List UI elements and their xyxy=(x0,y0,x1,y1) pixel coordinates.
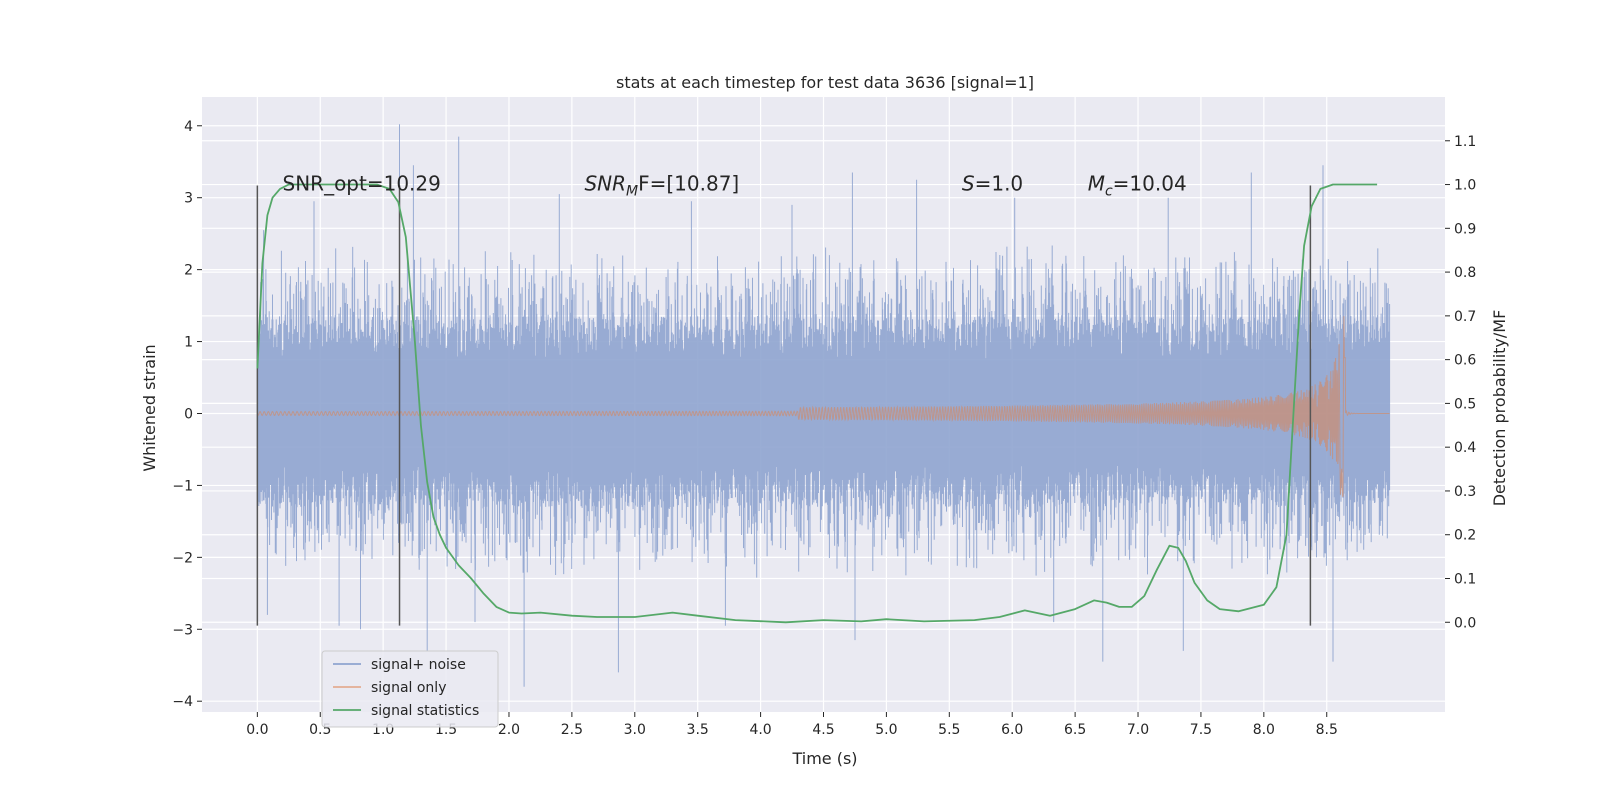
vertical-markers xyxy=(256,185,1312,626)
x-tick-label: 2.5 xyxy=(561,722,583,738)
x-tick-label: 3.0 xyxy=(624,722,646,738)
y-axis-right-label: Detection probability/MF xyxy=(1490,310,1509,507)
y-right-tick-label: 0.2 xyxy=(1454,528,1476,544)
annotation-text: S=1.0 xyxy=(962,171,1023,195)
y-right-tick-label: 1.0 xyxy=(1454,178,1476,194)
signal-only-series xyxy=(256,316,1390,497)
signal-statistics-series xyxy=(256,183,1378,624)
y-right-tick-label: 0.6 xyxy=(1454,353,1476,369)
y-tick-label: 2 xyxy=(184,263,193,279)
x-tick-label: 5.0 xyxy=(875,722,897,738)
legend-box xyxy=(321,650,499,728)
legend: signal+ noise signal only signal statist… xyxy=(321,650,499,728)
x-tick-label: 7.0 xyxy=(1127,722,1149,738)
y-right-tick-label: 0.5 xyxy=(1454,396,1476,412)
y-tick-label: 0 xyxy=(184,406,193,422)
y-right-tick-label: 0.4 xyxy=(1454,440,1476,456)
y-tick-label: −2 xyxy=(172,550,193,566)
x-tick-label: 6.5 xyxy=(1064,722,1086,738)
y-tick-label: −4 xyxy=(172,694,193,710)
annotation-text: Mc=10.04 xyxy=(1088,171,1187,199)
x-axis-label: Time (s) xyxy=(791,749,857,768)
x-tick-label: 7.5 xyxy=(1190,722,1212,738)
y-right-tick-label: 0.8 xyxy=(1454,265,1476,281)
y-tick-label: 1 xyxy=(184,335,193,351)
y-right-tick-label: 0.0 xyxy=(1454,615,1476,631)
x-tick-label: 4.5 xyxy=(812,722,834,738)
y-right-tick-label: 0.7 xyxy=(1454,309,1476,325)
x-tick-label: 0.0 xyxy=(246,722,268,738)
statistics-trace xyxy=(256,183,1378,624)
y-tick-label: −1 xyxy=(172,478,193,494)
legend-label-statistics: signal statistics xyxy=(371,703,479,719)
x-tick-label: 5.5 xyxy=(938,722,960,738)
x-tick-label: 8.0 xyxy=(1253,722,1275,738)
signal-trace xyxy=(256,316,1390,497)
legend-label-signal: signal only xyxy=(371,680,446,696)
y-tick-label: 3 xyxy=(184,191,193,207)
y-right-tick-label: 0.3 xyxy=(1454,484,1476,500)
y-right-tick-label: 0.1 xyxy=(1454,571,1476,587)
y-tick-label: 4 xyxy=(184,119,193,135)
x-tick-label: 4.0 xyxy=(749,722,771,738)
x-tick-label: 3.5 xyxy=(687,722,709,738)
x-tick-label: 8.5 xyxy=(1316,722,1338,738)
annotations: SNR_opt=10.29 SNRMF=[10.87] S=1.0 Mc=10.04 xyxy=(283,171,1187,199)
x-tick-label: 6.0 xyxy=(1001,722,1023,738)
y-right-tick-label: 1.1 xyxy=(1454,134,1476,150)
chart-title: stats at each timestep for test data 363… xyxy=(616,73,1034,92)
y-tick-label: −3 xyxy=(172,622,193,638)
x-tick-label: 2.0 xyxy=(498,722,520,738)
annotation-text: SNR_opt=10.29 xyxy=(283,171,441,195)
legend-label-noise: signal+ noise xyxy=(371,657,466,673)
y-axis-label: Whitened strain xyxy=(140,344,159,471)
y-right-tick-label: 0.9 xyxy=(1454,221,1476,237)
annotation-text: SNRMF=[10.87] xyxy=(584,171,739,199)
axis-ticks: 0.0 0.5 1.0 1.5 2.0 2.5 3.0 3.5 4.0 4.5 5.0 5.5 6.0 6… xyxy=(172,119,1476,738)
